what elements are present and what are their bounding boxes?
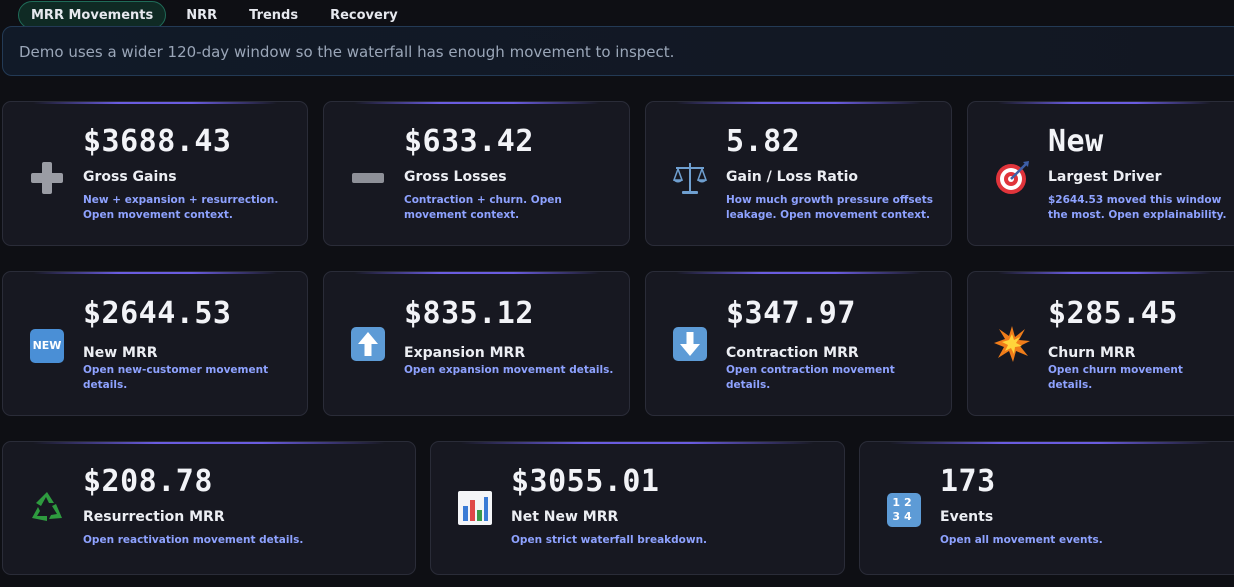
card-label: Contraction MRR [726,345,859,361]
down-arrow-icon [670,324,710,364]
card-events[interactable]: 1234 173 Events Open all movement events… [859,441,1234,575]
card-label: Gross Losses [404,169,507,185]
card-value: New [1048,124,1104,159]
card-description-link[interactable]: Open contraction movement details. [726,364,895,391]
card-contraction-mrr[interactable]: $347.97 Contraction MRR Open contraction… [645,271,952,416]
new-badge-icon: NEW [27,324,67,364]
recycle-icon [27,488,67,528]
numbers-icon: 1234 [884,488,924,528]
card-description-link[interactable]: Open reactivation movement details. [83,534,304,546]
card-description-link[interactable]: Contraction + churn. Open movement conte… [404,194,562,221]
card-description-link[interactable]: Open strict waterfall breakdown. [511,534,708,546]
card-description-link[interactable]: New + expansion + resurrection. Open mov… [83,194,279,221]
card-description-link[interactable]: How much growth pressure offsets leakage… [726,194,933,221]
tab-trends[interactable]: Trends [249,7,299,23]
card-gross-gains[interactable]: $3688.43 Gross Gains New + expansion + r… [2,101,308,246]
card-gain-loss-ratio[interactable]: 5.82 Gain / Loss Ratio How much growth p… [645,101,952,246]
card-value: $208.78 [83,464,213,499]
card-value: $633.42 [404,124,534,159]
card-value: 5.82 [726,124,801,159]
card-value: $835.12 [404,296,534,331]
tab-bar: MRR Movements NRR Trends Recovery [18,0,410,30]
card-description-link[interactable]: Open churn movement details. [1048,364,1183,391]
card-label: Events [940,509,994,525]
card-label: Gross Gains [83,169,177,185]
collision-icon [992,324,1032,364]
card-largest-driver[interactable]: New Largest Driver $2644.53 moved this w… [967,101,1234,246]
card-new-mrr[interactable]: NEW $2644.53 New MRR Open new-customer m… [2,271,308,416]
card-label: Churn MRR [1048,345,1136,361]
card-churn-mrr[interactable]: $285.45 Churn MRR Open churn movement de… [967,271,1234,416]
card-value: $285.45 [1048,296,1178,331]
card-value: $347.97 [726,296,856,331]
card-net-new-mrr[interactable]: $3055.01 Net New MRR Open strict waterfa… [430,441,845,575]
card-value: $3055.01 [511,464,660,499]
card-value: 173 [940,464,996,499]
card-label: Resurrection MRR [83,509,225,525]
tab-mrr-movements[interactable]: MRR Movements [18,1,167,29]
target-icon [992,158,1032,198]
card-description-link[interactable]: Open expansion movement details. [404,364,614,376]
card-description-link[interactable]: Open new-customer movement details. [83,364,269,391]
card-value: $2644.53 [83,296,232,331]
tab-nrr[interactable]: NRR [186,7,218,23]
up-arrow-icon [348,324,388,364]
card-label: Gain / Loss Ratio [726,169,858,185]
scales-icon [670,158,710,198]
card-label: Largest Driver [1048,169,1162,185]
minus-icon [348,158,388,198]
card-description-link[interactable]: $2644.53 moved this window the most. Ope… [1048,194,1227,221]
card-gross-losses[interactable]: $633.42 Gross Losses Contraction + churn… [323,101,630,246]
info-banner: Demo uses a wider 120-day window so the … [2,26,1234,76]
card-label: Expansion MRR [404,345,526,361]
card-description-link[interactable]: Open all movement events. [940,534,1103,546]
card-value: $3688.43 [83,124,232,159]
banner-text: Demo uses a wider 120-day window so the … [19,43,675,61]
card-label: Net New MRR [511,509,619,525]
card-expansion-mrr[interactable]: $835.12 Expansion MRR Open expansion mov… [323,271,630,416]
card-resurrection-mrr[interactable]: $208.78 Resurrection MRR Open reactivati… [2,441,416,575]
card-label: New MRR [83,345,158,361]
bar-chart-icon [455,488,495,528]
plus-icon [27,158,67,198]
tab-recovery[interactable]: Recovery [330,7,398,23]
